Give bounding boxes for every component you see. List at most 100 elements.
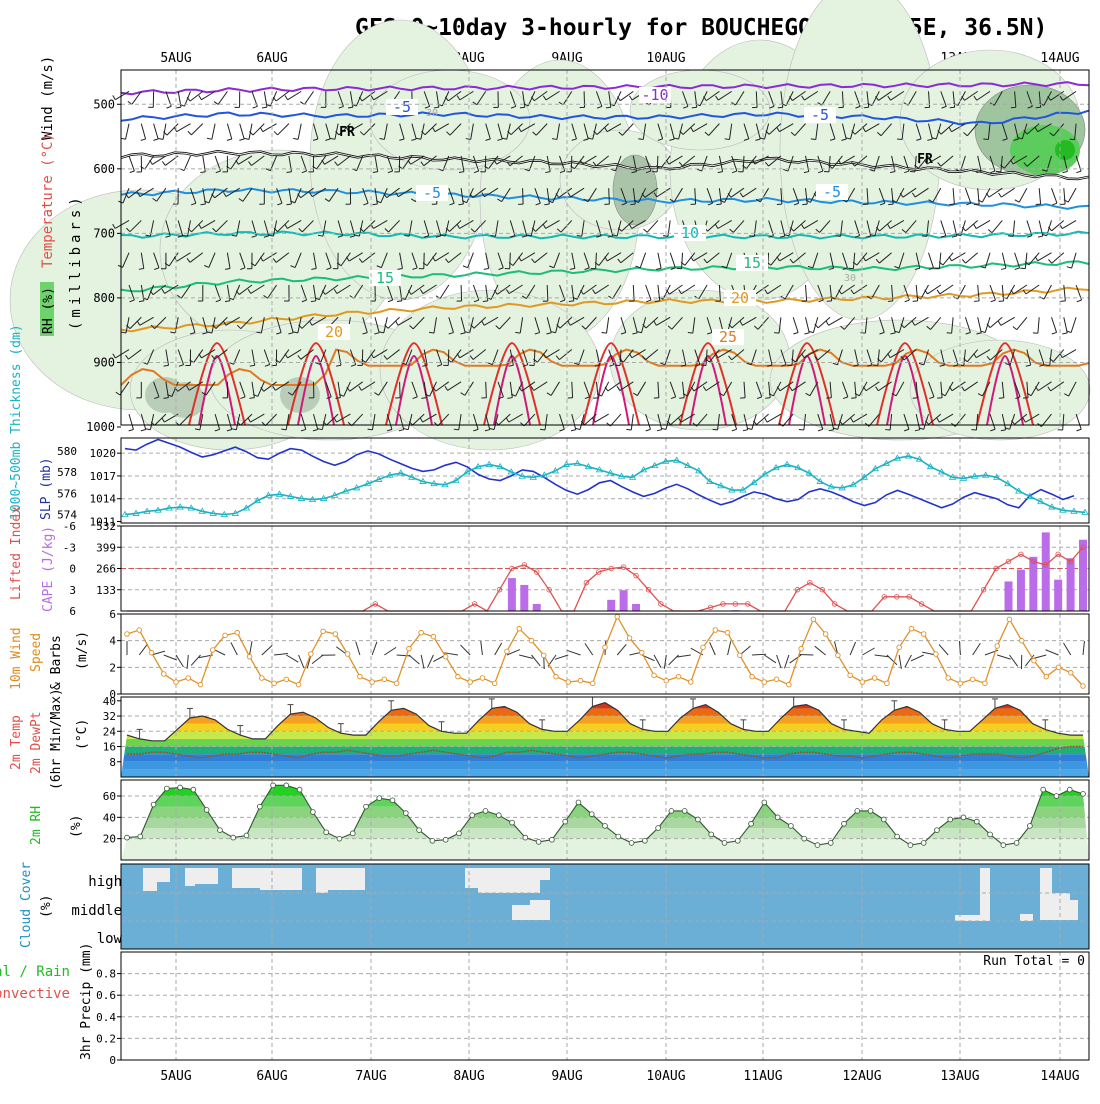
wind10-point [370, 680, 375, 685]
wind-barb [547, 285, 548, 301]
wind10-point [909, 626, 914, 631]
precip-grid [121, 952, 1089, 1060]
wind10-barb [862, 648, 874, 655]
wind-barb-feather [749, 236, 754, 237]
freezing-level-label: FR [339, 125, 355, 140]
wind10-point [664, 678, 669, 683]
wind10-barb [421, 655, 424, 669]
rh-point [775, 815, 780, 820]
wind-barb-feather [397, 301, 402, 302]
rh-band [121, 839, 1089, 860]
wind-barb-feather [507, 398, 512, 399]
wind10-point [321, 629, 326, 634]
wind10-barb [850, 642, 855, 655]
wind10-barb [481, 641, 483, 655]
temp-band [121, 724, 1089, 732]
wind10-point [701, 645, 706, 650]
wind10-point [983, 681, 988, 686]
temperature-contour-label: 20 [325, 323, 343, 341]
wind10-barb [495, 643, 502, 655]
slp-lines [122, 440, 1088, 517]
wind10-barb [911, 655, 924, 661]
wind10-point [443, 654, 448, 659]
cape-tick-label: 399 [96, 541, 116, 554]
wind10-point [296, 682, 301, 687]
cape-bar [1067, 558, 1075, 611]
wind10-barb [191, 655, 200, 665]
wind10-barb [286, 655, 298, 662]
rh-area [370, 70, 530, 170]
wind10-barb [973, 643, 981, 655]
wind-barb-feather [655, 301, 660, 302]
wind10-point [995, 644, 1000, 649]
cloud-clear [1040, 868, 1052, 920]
wind-barb-feather [593, 398, 598, 399]
wind10-point [823, 632, 828, 637]
wind10-point [750, 674, 755, 679]
wind10-barb [397, 655, 411, 656]
wind-axis-label: Wind (m/s) [40, 56, 56, 140]
rh-point [629, 841, 634, 846]
wind10-point [210, 648, 215, 653]
wind10-point [1019, 638, 1024, 643]
wind-barb-feather [146, 429, 151, 430]
rh-point [988, 832, 993, 837]
temperature-contour-label: -5 [423, 184, 441, 202]
rh-area-sat [1055, 140, 1075, 160]
rh-point [257, 804, 262, 809]
wind10-point [492, 681, 497, 686]
cloud-unit: (%) [39, 895, 54, 918]
rh-point [696, 817, 701, 822]
wind10-barb [939, 644, 948, 655]
slp-axis-label: SLP (mb) [39, 457, 54, 520]
temp2m-label-1: 2m Temp [9, 715, 24, 770]
cape-bar [520, 585, 528, 611]
wind10-barb [1046, 650, 1059, 655]
wind-barb [486, 382, 487, 398]
rh-point [1027, 823, 1032, 828]
cape-bars [508, 532, 1087, 611]
cape-axis-label: CAPE (J/kg) [41, 526, 56, 612]
li-tick-label: 6 [69, 605, 76, 618]
temp-band [121, 762, 1089, 770]
wind-barb-feather [725, 139, 730, 140]
wind10-point [946, 676, 951, 681]
cloud-clear [1070, 900, 1078, 920]
rh-point [935, 828, 940, 833]
precip-tick-label: 0.4 [96, 1011, 116, 1024]
rh-point [682, 809, 687, 814]
wind-barb-feather [403, 428, 408, 429]
cloud-clear [955, 915, 980, 921]
rh-point [1081, 791, 1086, 796]
rh-point [616, 834, 621, 839]
wind10-barb [677, 655, 691, 657]
wind10-barb [409, 655, 420, 664]
wind10-point [284, 677, 289, 682]
slp-grid [121, 438, 1089, 523]
rh-area [380, 290, 600, 450]
rh-point [151, 802, 156, 807]
tick-label: 800 [93, 291, 115, 305]
thickness-axis-label: 1000~500mb Thickness (dm) [9, 324, 24, 520]
wind10-point [627, 636, 632, 641]
temp-band [121, 701, 1089, 709]
rh-point [417, 828, 422, 833]
wind10-barb [372, 642, 377, 655]
wind10-point [1032, 658, 1037, 663]
wind-barb-feather [811, 139, 816, 140]
wind10-point [480, 676, 485, 681]
temp-band [121, 697, 1089, 701]
rh-legend-label: RH (%) [41, 287, 56, 334]
rh-point [642, 838, 647, 843]
wind10-point [186, 676, 191, 681]
wind10-barb [567, 650, 580, 655]
wind10-barb [1009, 655, 1017, 666]
day-label-bottom: 5AUG [160, 1069, 191, 1084]
rh-point [470, 813, 475, 818]
